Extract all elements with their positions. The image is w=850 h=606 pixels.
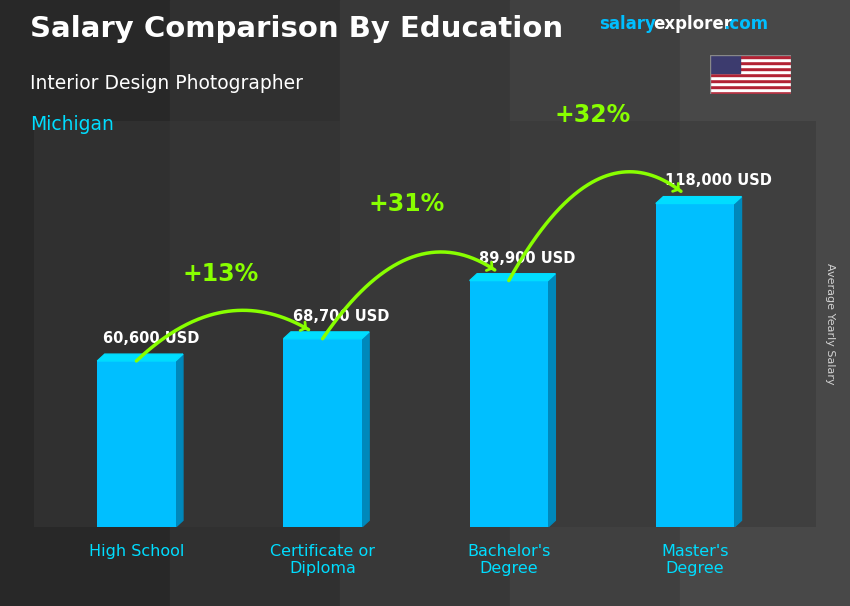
Bar bbox=[710, 88, 791, 91]
Bar bbox=[710, 58, 791, 61]
Text: +13%: +13% bbox=[182, 262, 258, 285]
Bar bbox=[710, 91, 791, 94]
Text: Salary Comparison By Education: Salary Comparison By Education bbox=[30, 15, 563, 43]
Polygon shape bbox=[97, 354, 183, 361]
Text: 89,900 USD: 89,900 USD bbox=[479, 250, 575, 265]
Bar bbox=[710, 55, 740, 73]
Text: 60,600 USD: 60,600 USD bbox=[103, 331, 199, 346]
Polygon shape bbox=[734, 196, 741, 527]
Bar bbox=[710, 82, 791, 85]
Polygon shape bbox=[470, 274, 555, 281]
Text: Michigan: Michigan bbox=[30, 115, 114, 134]
Polygon shape bbox=[548, 274, 555, 527]
Text: Interior Design Photographer: Interior Design Photographer bbox=[30, 74, 303, 93]
Bar bbox=[710, 67, 791, 70]
Bar bbox=[710, 64, 791, 67]
Bar bbox=[710, 61, 791, 64]
Polygon shape bbox=[362, 332, 369, 527]
Bar bbox=[710, 76, 791, 79]
Bar bbox=[97, 361, 175, 527]
Text: 68,700 USD: 68,700 USD bbox=[292, 308, 389, 324]
Bar bbox=[710, 55, 791, 58]
Text: Average Yearly Salary: Average Yearly Salary bbox=[825, 264, 836, 385]
Bar bbox=[470, 281, 548, 527]
Bar bbox=[710, 85, 791, 88]
Text: salary: salary bbox=[599, 15, 656, 33]
Bar bbox=[656, 204, 734, 527]
Text: +31%: +31% bbox=[368, 191, 445, 216]
Text: 118,000 USD: 118,000 USD bbox=[666, 173, 772, 188]
Text: +32%: +32% bbox=[554, 102, 631, 127]
Text: explorer: explorer bbox=[653, 15, 732, 33]
Text: .com: .com bbox=[723, 15, 768, 33]
Polygon shape bbox=[656, 196, 741, 204]
Polygon shape bbox=[175, 354, 183, 527]
Polygon shape bbox=[284, 332, 369, 339]
Bar bbox=[284, 339, 362, 527]
Bar bbox=[710, 70, 791, 73]
Bar bbox=[710, 73, 791, 76]
Bar bbox=[710, 79, 791, 82]
